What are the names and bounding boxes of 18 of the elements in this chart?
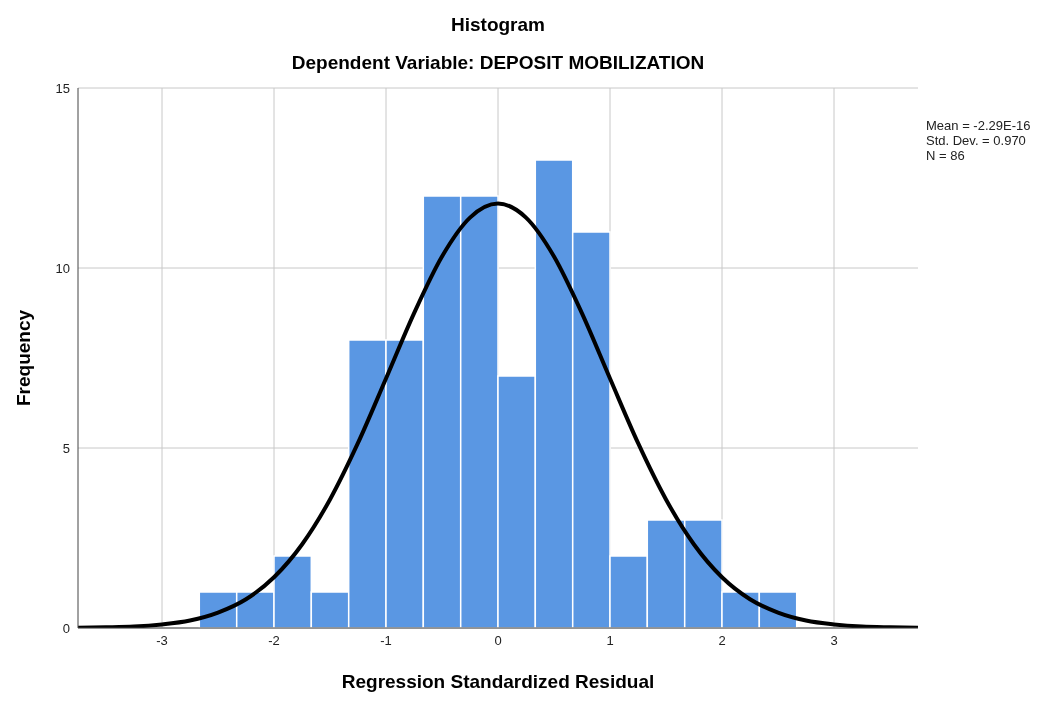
x-tick-label: 3 — [830, 633, 838, 649]
x-tick-label: 0 — [494, 633, 502, 649]
y-tick-label: 5 — [62, 440, 70, 456]
text: Std. Dev. = 0.970 — [926, 133, 1027, 148]
x-tick-label: 1 — [606, 633, 614, 649]
x-tick-label: -2 — [268, 633, 280, 649]
text: Mean = -2.29E-16 — [926, 118, 1031, 133]
y-tick-label: 10 — [55, 260, 70, 276]
x-tick-label: 2 — [718, 633, 726, 649]
y-tick-label: 0 — [62, 620, 70, 636]
y-tick-label: 15 — [55, 80, 70, 96]
chart-title: Histogram — [450, 13, 546, 37]
x-tick-label: -1 — [380, 633, 392, 649]
chart-subtitle: Dependent Variable: DEPOSIT MOBILIZATION — [290, 51, 706, 75]
x-axis-title: Regression Standardized Residual — [341, 671, 655, 692]
x-tick-label: -3 — [156, 633, 168, 649]
text: N = 86 — [926, 148, 966, 163]
y-axis-title: Frequency — [12, 309, 34, 407]
